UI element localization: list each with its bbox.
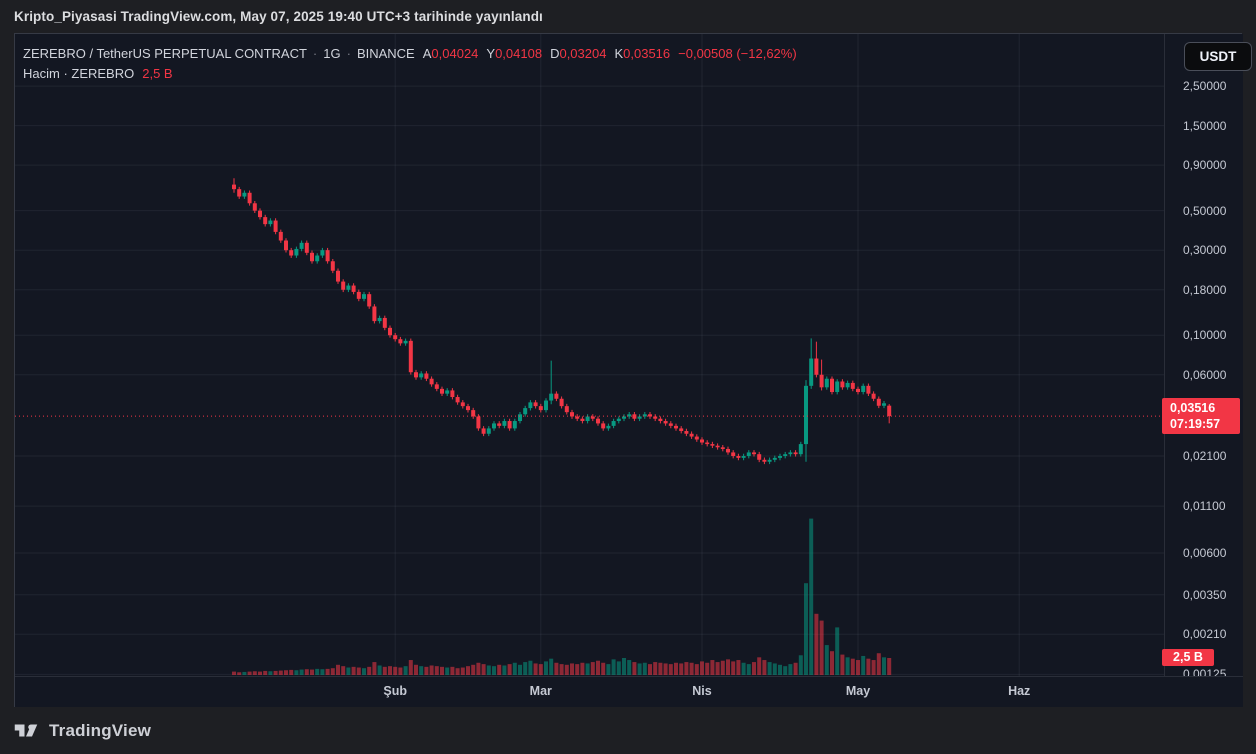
- tradingview-brand-link[interactable]: TradingView: [14, 720, 151, 741]
- price-axis-label: 0,02100: [1183, 449, 1227, 463]
- legend-separator: ·: [312, 46, 318, 61]
- legend-volume-row: Hacim · ZEREBRO 2,5 B: [23, 64, 797, 84]
- ohlc-high-key: Y: [486, 46, 496, 61]
- price-axis-label: 0,01100: [1183, 499, 1226, 514]
- price-axis[interactable]: 0,03516 07:19:57 2,5 B 2,50000 1,50000 0,9…: [1162, 34, 1243, 681]
- ohlc-low-key: D: [550, 46, 560, 61]
- legend-separator: ·: [346, 46, 351, 61]
- current-price-badge: 0,03516 07:19:57: [1162, 398, 1240, 435]
- ohlc-open-key: A: [422, 46, 432, 61]
- time-axis-label: Şub: [383, 684, 407, 698]
- price-axis-label: 0,00350: [1183, 587, 1227, 602]
- price-axis-label: 0,00210: [1183, 627, 1227, 642]
- tradingview-logo-icon: [14, 724, 38, 737]
- interval-label[interactable]: 1G: [323, 46, 341, 61]
- current-price-value: 0,03516: [1170, 401, 1216, 416]
- time-axis[interactable]: Şub Mar Nis May Haz: [15, 676, 1243, 707]
- ohlc-close-key: K: [614, 46, 624, 61]
- chart-canvas[interactable]: [15, 34, 1164, 676]
- price-axis-label: 0,90000: [1183, 158, 1227, 173]
- price-axis-label: 1,50000: [1183, 118, 1227, 133]
- price-change-label: −0,00508 (−12,62%): [678, 46, 797, 61]
- legend-symbol-row: ZEREBRO / TetherUS PERPETUAL CONTRACT · …: [23, 44, 797, 64]
- price-axis-label: 0,50000: [1183, 203, 1227, 218]
- bar-countdown: 07:19:57: [1170, 417, 1221, 432]
- chart-legend: ZEREBRO / TetherUS PERPETUAL CONTRACT · …: [23, 44, 797, 84]
- time-axis-label: Mar: [529, 684, 552, 698]
- volume-value: 2,5 B: [142, 66, 173, 81]
- current-volume-badge: 2,5 B: [1162, 649, 1214, 666]
- price-axis-label: 0,06000: [1183, 367, 1227, 382]
- ohlc-low-value: 0,03204: [559, 46, 607, 61]
- chart-widget: ZEREBRO / TetherUS PERPETUAL CONTRACT · …: [14, 33, 1252, 707]
- footer-bar: TradingView: [0, 707, 1256, 754]
- price-axis-label: 0,10000: [1183, 328, 1227, 343]
- ohlc-high-value: 0,04108: [495, 46, 543, 61]
- price-axis-label: 0,30000: [1183, 243, 1227, 258]
- price-axis-label: 2,50000: [1183, 79, 1227, 94]
- currency-toggle-button[interactable]: USDT: [1184, 42, 1252, 71]
- symbol-title[interactable]: ZEREBRO / TetherUS PERPETUAL CONTRACT: [23, 46, 307, 61]
- volume-study-label[interactable]: Hacim · ZEREBRO: [23, 66, 135, 81]
- price-axis-label: 0,00600: [1183, 545, 1227, 560]
- tradingview-brand-text: TradingView: [49, 720, 152, 740]
- exchange-label: BINANCE: [356, 46, 415, 61]
- ohlc-open-value: 0,04024: [431, 46, 479, 61]
- publish-banner: Kripto_Piyasasi TradingView.com, May 07,…: [0, 0, 1256, 33]
- price-axis-label: 0,18000: [1183, 282, 1227, 297]
- time-axis-label: May: [845, 684, 871, 698]
- ohlc-close-value: 0,03516: [623, 46, 671, 61]
- time-axis-label: Nis: [692, 684, 712, 698]
- candlestick-chart: [15, 34, 1164, 676]
- publish-banner-text: Kripto_Piyasasi TradingView.com, May 07,…: [14, 9, 543, 24]
- time-axis-label: Haz: [1008, 684, 1031, 698]
